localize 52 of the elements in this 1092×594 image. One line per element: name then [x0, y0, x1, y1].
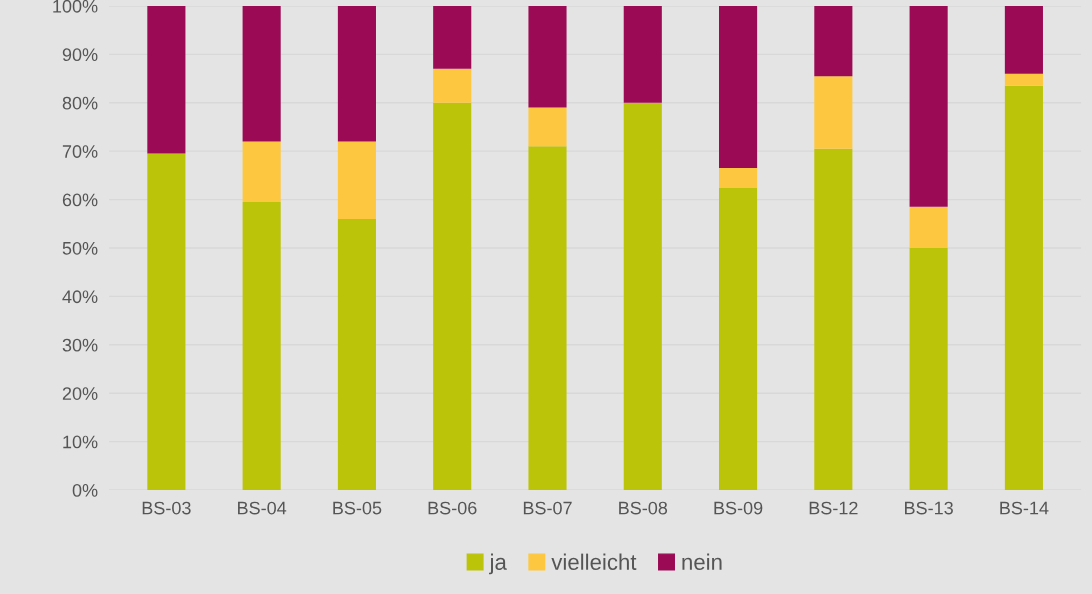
x-tick-label: BS-03 [142, 501, 191, 515]
bar [814, 5, 853, 77]
bar [1004, 5, 1043, 74]
bar [433, 5, 472, 69]
bar [528, 5, 567, 108]
x-tick-label: BS-04 [238, 501, 287, 515]
legend-label: vielleicht [551, 553, 637, 570]
bar [909, 248, 948, 491]
y-tick-label: 80% [62, 96, 98, 110]
bar [528, 146, 567, 491]
bar [337, 5, 376, 142]
y-tick-label: 90% [62, 48, 98, 62]
x-tick-label: BS-05 [333, 501, 382, 515]
bar [433, 102, 472, 491]
bar [814, 76, 853, 149]
x-tick-label: BS-14 [1000, 501, 1049, 515]
bar [337, 141, 376, 219]
bar [719, 5, 758, 169]
y-tick-label: 100% [53, 0, 98, 13]
bar [623, 5, 662, 103]
bar [909, 206, 948, 248]
bar [719, 187, 758, 491]
legend-label: ja [489, 553, 507, 575]
bar [242, 202, 281, 491]
bar [623, 102, 662, 491]
bar [1004, 85, 1043, 491]
x-tick-label: BS-06 [428, 501, 477, 515]
x-tick-label: BS-12 [809, 501, 858, 515]
x-tick-label: BS-13 [905, 501, 953, 515]
legend-label: nein [682, 553, 722, 570]
y-tick-label: 60% [62, 193, 98, 207]
y-tick-label: 40% [62, 290, 98, 304]
bar [909, 5, 948, 207]
y-tick-label: 70% [62, 145, 98, 158]
y-tick-label: 50% [62, 241, 98, 255]
bar [1004, 73, 1043, 86]
x-tick-label: BS-08 [619, 501, 668, 515]
bar [337, 218, 376, 491]
y-tick-label: 30% [62, 338, 98, 352]
y-tick-label: 20% [62, 387, 98, 400]
bar [147, 5, 186, 154]
bar [433, 68, 472, 103]
bar [242, 5, 281, 142]
bar [147, 153, 186, 491]
x-tick-label: BS-09 [714, 501, 763, 515]
bar [528, 107, 567, 147]
y-tick-label: 10% [63, 435, 98, 449]
bar [814, 148, 853, 491]
bar [242, 141, 281, 202]
bar [719, 168, 758, 188]
x-tick-label: BS-07 [523, 501, 572, 515]
y-tick-label: 0% [72, 483, 98, 497]
